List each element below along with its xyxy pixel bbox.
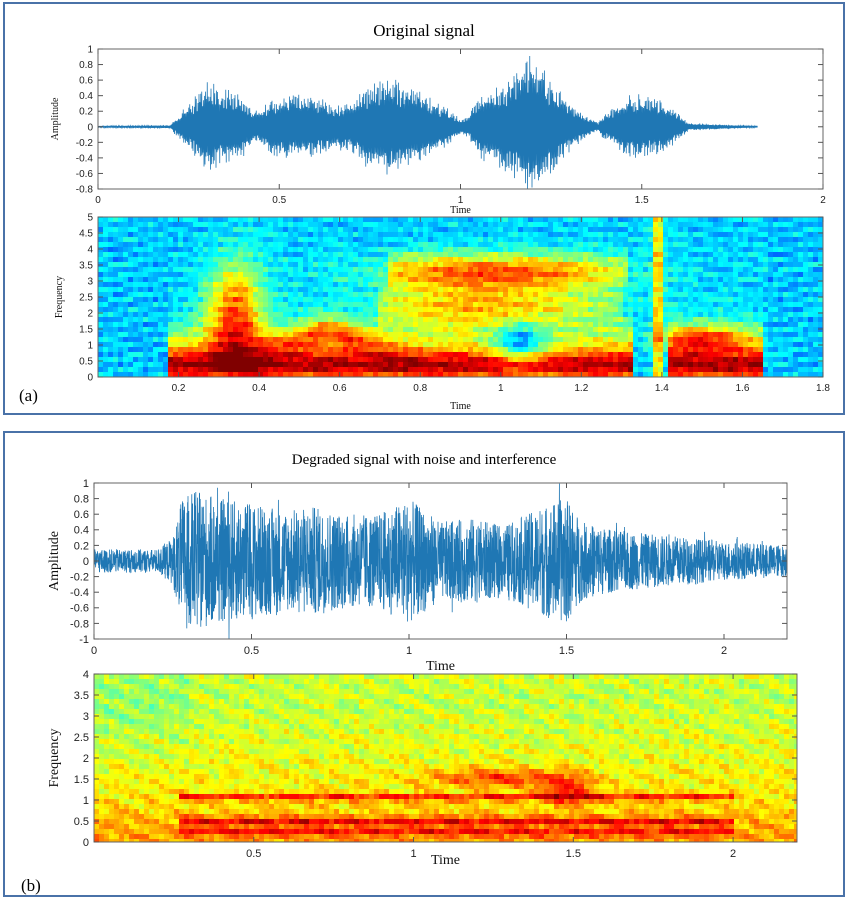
a-wave-ytick-label: 0.8	[79, 60, 93, 71]
b-wave-ytick-label: -0.2	[70, 571, 89, 583]
a-spec-xtick-label: 1.2	[574, 383, 588, 394]
a-spec-xtick-label: 1	[498, 383, 504, 394]
b-spec-axes: 0.5 1 1.5 2 4 3.5 3 2.5 2 1.5 1 0.5 0 Time Frequency	[47, 669, 798, 868]
b-spec-ylabel: Frequency	[47, 728, 62, 787]
panel-label-b: (b)	[21, 876, 41, 895]
b-wave-ytick-label: 0	[83, 556, 89, 568]
a-wave-ytick-label: 0.2	[79, 107, 93, 118]
b-wave-xlabel: Time	[426, 659, 455, 674]
a-spec-xtick-label: 0.2	[172, 383, 186, 394]
a-spec-heatmap	[98, 217, 824, 378]
b-wave-ytick-label: 1	[83, 478, 89, 490]
a-wave-ytick-label: 1	[87, 45, 93, 56]
b-wave-ytick-label: -1	[79, 634, 89, 646]
a-wave-waveform	[97, 55, 758, 190]
a-spec-xtick-label: 1.4	[655, 383, 669, 394]
b-spec-ytick-label: 2.5	[74, 732, 89, 744]
a-wave-ytick-label: -0.2	[76, 138, 94, 149]
panel-label-a: (a)	[19, 386, 38, 405]
a-wave-xtick-label: 1.5	[635, 195, 649, 206]
a-wave-axes: 0 0.5 1 1.5 2 1 0.8 0.6 0.4 0.2 0 -0.2 -0.4 -0.6 -0.8 T…	[50, 45, 826, 217]
b-spec-heatmap	[94, 674, 798, 843]
b-spec-xtick-label: 1.5	[566, 848, 581, 860]
panel-original-signal: Original signal 0 0.5 1 1.5 2 1 0.8 0.6 0.4 0.2 0-…	[3, 2, 845, 415]
b-wave-xtick-label: 1.5	[559, 645, 574, 657]
b-wave-waveform	[93, 483, 788, 640]
b-spec-ytick-label: 1.5	[74, 774, 89, 786]
b-spec-ytick-label: 0	[83, 837, 89, 849]
a-wave-xtick-label: 0.5	[272, 195, 286, 206]
a-spec-ytick-label: 4.5	[79, 229, 93, 240]
b-wave-xtick-label: 0	[91, 645, 97, 657]
b-wave-ylabel: Amplitude	[47, 531, 62, 591]
a-spec-ytick-label: 0	[87, 373, 93, 384]
b-wave-ytick-label: -0.8	[70, 618, 89, 630]
b-wave-ytick-label: 0.6	[74, 509, 89, 521]
a-wave-ytick-label: 0.4	[79, 91, 93, 102]
a-wave-xtick-label: 2	[820, 195, 826, 206]
a-spec-ytick-label: 3	[87, 277, 93, 288]
b-wave-xtick-label: 1	[406, 645, 412, 657]
a-spec-ytick-label: 5	[87, 213, 93, 224]
a-wave-xlabel: Time	[450, 205, 471, 216]
b-wave-xtick-label: 2	[721, 645, 727, 657]
a-wave-ytick-label: -0.6	[76, 169, 94, 180]
b-wave-ytick-label: -0.4	[70, 587, 89, 599]
a-wave-ytick-label: 0	[87, 122, 93, 133]
a-spec-xtick-label: 0.4	[252, 383, 266, 394]
a-wave-ylabel: Amplitude	[50, 97, 61, 140]
a-spec-ytick-label: 1.5	[79, 325, 93, 336]
a-wave-ytick-label: -0.8	[76, 185, 94, 196]
b-spec-ytick-label: 3	[83, 711, 89, 723]
b-wave-ytick-label: 0.4	[74, 525, 89, 537]
a-spec-ytick-label: 3.5	[79, 261, 93, 272]
a-spec-xtick-label: 1.8	[816, 383, 830, 394]
a-spec-xtick-label: 1.6	[735, 383, 749, 394]
a-spec-axes: 0.2 0.4 0.6 0.8 1 1.2 1.4 1.6 1.8 5 4.5 4 3.5 3 2.5 2 1.…	[54, 213, 830, 413]
b-spec-ytick-label: 4	[83, 669, 89, 681]
a-spec-ylabel: Frequency	[54, 276, 65, 318]
figure-degraded-signal: 0 0.5 1 1.5 2 1 0.8 0.6 0.4 0.2 0 -0.2 -0.4 -0.6 -0.8 -…	[47, 478, 798, 868]
a-spec-ytick-label: 2.5	[79, 293, 93, 304]
b-spec-ytick-label: 0.5	[74, 816, 89, 828]
a-wave-ytick-label: -0.4	[76, 153, 94, 164]
b-wave-ytick-label: -0.6	[70, 603, 89, 615]
b-spec-ytick-label: 2	[83, 753, 89, 765]
a-wave-ytick-label: 0.6	[79, 76, 93, 87]
b-spec-xtick-label: 0.5	[246, 848, 261, 860]
title-original-signal: Original signal	[373, 21, 475, 40]
a-spec-xtick-label: 0.8	[413, 383, 427, 394]
a-spec-xlabel: Time	[450, 401, 471, 412]
b-spec-ytick-label: 3.5	[74, 690, 89, 702]
b-spec-xtick-label: 1	[410, 848, 416, 860]
a-spec-ytick-label: 2	[87, 309, 93, 320]
a-wave-xtick-label: 1	[458, 195, 464, 206]
b-spec-xtick-label: 2	[730, 848, 736, 860]
panel-degraded-signal: Degraded signal with noise and interfere…	[3, 431, 845, 897]
title-degraded-signal: Degraded signal with noise and interfere…	[291, 452, 557, 468]
b-spec-xlabel: Time	[431, 853, 460, 868]
b-wave-xtick-label: 0.5	[244, 645, 259, 657]
b-wave-axes: 0 0.5 1 1.5 2 1 0.8 0.6 0.4 0.2 0 -0.2 -0.4 -0.6 -0.8 -…	[47, 478, 788, 674]
a-spec-ytick-label: 4	[87, 245, 93, 256]
a-wave-xtick-label: 0	[95, 195, 101, 206]
b-spec-ytick-label: 1	[83, 795, 89, 807]
b-wave-ytick-label: 0.8	[74, 493, 89, 505]
a-spec-ytick-label: 1	[87, 341, 93, 352]
a-spec-ytick-label: 0.5	[79, 357, 93, 368]
figure-original-signal: 0 0.5 1 1.5 2 1 0.8 0.6 0.4 0.2 0 -0.2 -0.4 -0.6 -0.8 T…	[50, 45, 830, 413]
a-spec-xtick-label: 0.6	[333, 383, 347, 394]
b-wave-ytick-label: 0.2	[74, 540, 89, 552]
